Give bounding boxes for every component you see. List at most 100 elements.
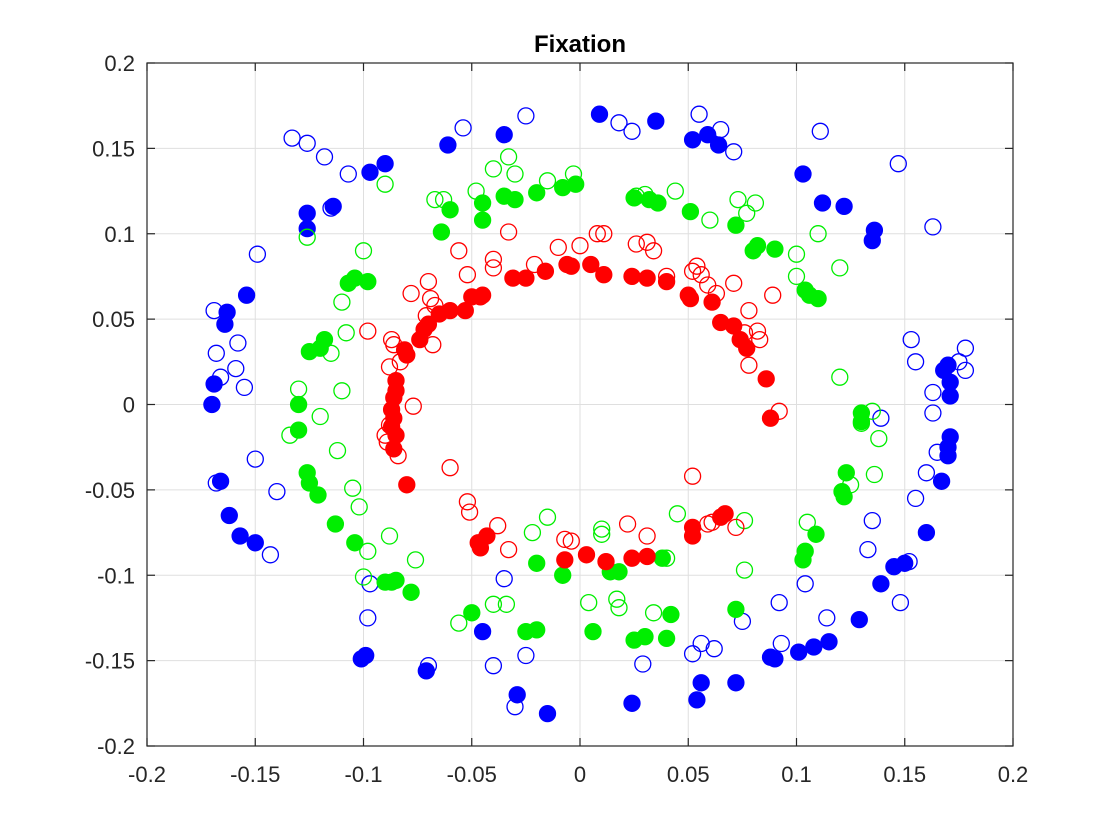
data-point-open [924, 218, 942, 236]
data-point-filled [289, 421, 308, 439]
data-point-open [610, 114, 628, 132]
data-point-filled [727, 674, 745, 692]
data-point-filled [649, 194, 667, 212]
data-point-filled [203, 395, 221, 414]
data-point-filled [582, 255, 600, 274]
data-point-filled [941, 387, 959, 405]
data-point-open [385, 336, 403, 354]
data-point-open [796, 575, 814, 593]
data-point-open [246, 450, 264, 468]
data-point-open [740, 356, 758, 374]
data-point-open [380, 358, 399, 376]
data-point-open [499, 540, 518, 559]
data-point-filled [761, 648, 780, 666]
data-point-filled [311, 339, 329, 357]
data-point-open [627, 235, 645, 253]
data-point-open [798, 513, 816, 531]
data-point-filled [298, 204, 316, 222]
data-point-filled [727, 216, 745, 234]
data-point-open [350, 498, 368, 516]
data-point-open [417, 307, 435, 325]
data-point-filled [657, 629, 676, 648]
y-tick-label: 0 [123, 393, 135, 418]
data-point-open [549, 238, 567, 257]
data-point-filled [584, 622, 602, 641]
data-point-filled [508, 686, 526, 704]
data-point-open [608, 590, 626, 608]
data-point-open [956, 361, 975, 380]
y-tick-label: -0.2 [97, 734, 135, 759]
data-point-open [809, 225, 827, 243]
data-point-filled [309, 486, 327, 504]
data-point-open [751, 330, 769, 349]
data-point-open [735, 561, 754, 579]
data-point-filled [554, 178, 572, 197]
data-point-filled [326, 515, 345, 533]
data-point-filled [528, 554, 546, 572]
data-point-filled [757, 370, 775, 388]
data-point-open [917, 464, 936, 482]
data-point-open [281, 426, 299, 444]
data-point-filled [237, 286, 256, 304]
data-point-open [495, 570, 513, 588]
data-point-filled [917, 523, 936, 542]
data-point-filled [538, 704, 557, 723]
data-point-open [588, 225, 606, 243]
data-point-open [419, 657, 438, 675]
y-tick-label: 0.1 [104, 222, 135, 247]
data-point-filled [556, 551, 574, 569]
data-point-filled [471, 539, 490, 557]
data-point-filled [473, 286, 492, 304]
y-tick-label: 0.15 [92, 136, 135, 161]
data-point-open [424, 336, 442, 354]
data-point-open [207, 474, 225, 492]
data-point-open [211, 368, 230, 386]
data-point-open [902, 330, 920, 349]
data-point-filled [683, 131, 702, 149]
data-point-filled [872, 575, 890, 593]
data-point-open [872, 409, 890, 427]
data-point-open [668, 505, 687, 523]
data-point-filled [597, 552, 615, 571]
data-point-open [380, 416, 399, 434]
data-point-filled [647, 112, 665, 130]
data-point-open [889, 155, 907, 173]
data-point-filled [289, 395, 308, 414]
y-tick-label: -0.15 [85, 649, 135, 674]
data-point-open [380, 527, 399, 545]
data-point-open [499, 223, 518, 241]
data-point-open [683, 645, 702, 663]
data-point-open [315, 148, 334, 166]
data-point-open [683, 262, 702, 280]
data-point-open [690, 105, 708, 123]
data-point-open [618, 515, 637, 533]
data-point-open [261, 546, 280, 564]
data-point-open [657, 267, 676, 286]
data-point-open [852, 414, 871, 432]
data-point-filled [610, 563, 628, 581]
data-point-open [298, 134, 316, 152]
data-point-filled [359, 272, 377, 291]
data-point-open [705, 640, 723, 658]
data-point-open [450, 242, 468, 260]
data-point-open [484, 250, 503, 269]
data-point-filled [662, 605, 680, 624]
data-point-filled [653, 549, 671, 567]
data-point-open [859, 540, 877, 559]
data-point-open [562, 532, 580, 550]
x-tick-label: 0 [574, 762, 586, 787]
data-point-open [688, 257, 706, 275]
data-point-filled [709, 136, 728, 154]
data-point-filled [300, 474, 319, 492]
data-point-open [489, 517, 507, 535]
data-point-open [361, 575, 379, 593]
data-point-open [426, 190, 444, 209]
data-point-open [735, 324, 754, 342]
data-point-filled [432, 223, 451, 241]
data-point-filled [703, 293, 721, 311]
data-point-filled [463, 604, 481, 622]
data-point-open [870, 429, 888, 448]
data-point-open [402, 284, 420, 303]
data-point-open [523, 523, 542, 542]
data-point-open [506, 165, 524, 183]
